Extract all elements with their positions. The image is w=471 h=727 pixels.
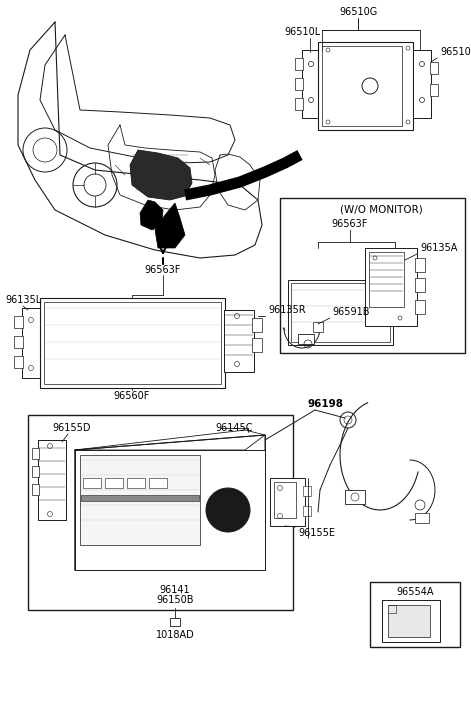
Bar (280, 198, 465, 353)
Bar (44, 302, 221, 384)
Bar (288, 280, 393, 345)
Bar (295, 78, 303, 90)
Bar (80, 455, 200, 545)
Circle shape (214, 496, 242, 524)
Text: 96145C: 96145C (215, 423, 252, 433)
Bar (369, 252, 404, 307)
Bar (14, 336, 23, 348)
Bar (252, 318, 262, 332)
Bar (295, 58, 303, 70)
Text: 96135R: 96135R (268, 305, 306, 315)
Bar (14, 316, 23, 328)
Polygon shape (140, 200, 163, 230)
Bar (430, 84, 438, 96)
Bar (75, 450, 265, 570)
Text: 96141: 96141 (160, 585, 190, 595)
Bar (370, 582, 460, 647)
Bar (322, 46, 402, 126)
Text: 1018AD: 1018AD (155, 630, 195, 640)
Text: 96150B: 96150B (156, 595, 194, 605)
Bar (274, 482, 296, 518)
Bar (303, 486, 311, 496)
Bar (413, 50, 431, 118)
Bar (270, 478, 305, 526)
Bar (345, 490, 365, 504)
Text: 96155D: 96155D (52, 423, 90, 433)
Bar (382, 600, 440, 642)
Bar (28, 415, 293, 610)
Text: 96155E: 96155E (298, 528, 335, 538)
Bar (83, 478, 101, 488)
Bar (105, 478, 123, 488)
Bar (252, 338, 262, 352)
Bar (415, 278, 425, 292)
Text: 96563F: 96563F (145, 265, 181, 275)
Bar (415, 300, 425, 314)
Bar (14, 356, 23, 368)
Bar (415, 513, 429, 523)
Bar (81, 495, 199, 501)
Text: 96560F: 96560F (114, 391, 150, 401)
Bar (170, 618, 180, 626)
Text: 96563F: 96563F (332, 219, 368, 229)
Bar (38, 440, 66, 520)
Bar (388, 605, 430, 637)
Bar (318, 42, 413, 130)
Bar (32, 484, 39, 495)
Bar (22, 308, 40, 378)
Bar (430, 62, 438, 74)
Bar (32, 466, 39, 477)
Text: (W/O MONITOR): (W/O MONITOR) (340, 205, 423, 215)
Polygon shape (130, 150, 192, 200)
Text: 96135A: 96135A (420, 243, 457, 253)
Text: 96198: 96198 (307, 399, 343, 409)
Bar (298, 334, 314, 344)
Bar (149, 478, 167, 488)
Bar (291, 283, 390, 342)
Text: 96554A: 96554A (396, 587, 434, 597)
Bar (127, 478, 145, 488)
Text: 96510L: 96510L (284, 27, 320, 37)
Polygon shape (155, 203, 185, 248)
Bar (295, 98, 303, 110)
Bar (415, 258, 425, 272)
Bar (32, 448, 39, 459)
Text: 96135L: 96135L (5, 295, 41, 305)
Bar (302, 50, 320, 118)
Text: 96591B: 96591B (332, 307, 370, 317)
Bar (40, 298, 225, 388)
Bar (303, 506, 311, 516)
Text: 96510G: 96510G (339, 7, 377, 17)
Bar (224, 310, 254, 372)
Bar (313, 322, 323, 332)
Text: 96510R: 96510R (440, 47, 471, 57)
Bar (365, 248, 417, 326)
Circle shape (206, 488, 250, 532)
